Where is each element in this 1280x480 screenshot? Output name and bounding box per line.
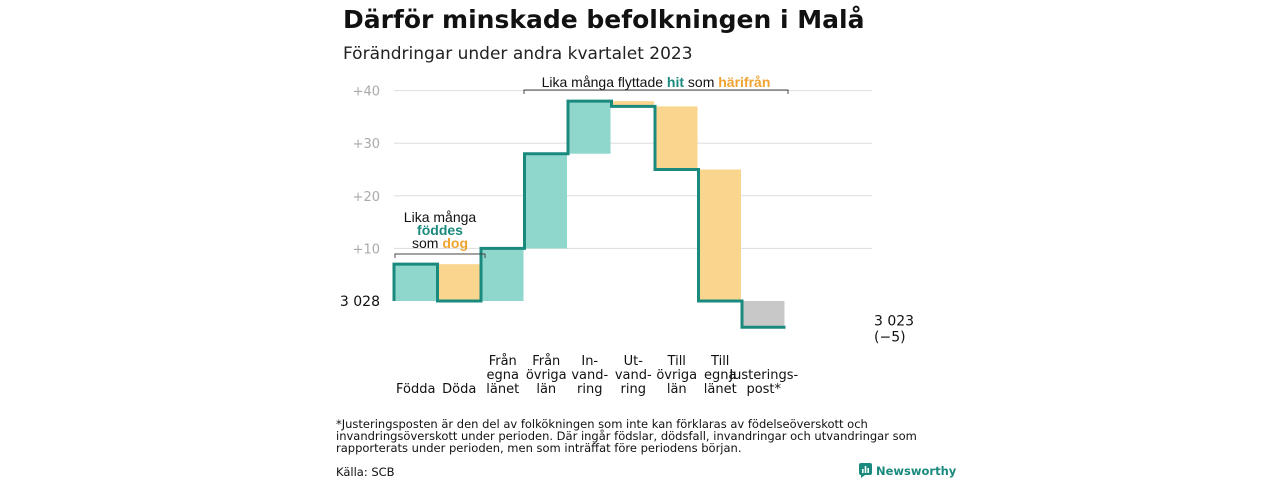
y-tick-label: +30 xyxy=(353,137,380,152)
bar-döda xyxy=(438,264,480,301)
y-tick-label: +40 xyxy=(353,85,380,100)
step-line xyxy=(392,99,786,329)
footnote: *Justeringsposten är den del av folkökni… xyxy=(336,417,917,455)
bar-till-egna-länet xyxy=(699,169,741,301)
logo-text: Newsworthy xyxy=(876,463,957,478)
bar-födda xyxy=(395,264,437,301)
migration-annotation: Lika många flyttade hit som härifrån xyxy=(542,74,771,90)
y-tick-label: +10 xyxy=(353,242,380,257)
category-label: Från övriga län xyxy=(525,354,567,397)
source-label: Källa: SCB xyxy=(336,465,395,479)
category-label: Ut- vand- ring xyxy=(614,354,652,397)
chart-subtitle: Förändringar under andra kvartalet 2023 xyxy=(343,44,693,64)
category-label: Justerings- post* xyxy=(729,368,799,397)
category-label: Födda xyxy=(396,382,436,397)
births-annotation-line1: Lika många xyxy=(404,209,477,225)
category-label: Till egna länet xyxy=(703,354,737,397)
bar-ut-vandring xyxy=(612,101,654,107)
y-tick-label: +20 xyxy=(353,190,380,205)
category-label: Döda xyxy=(442,382,477,397)
bar-från-egna-länet xyxy=(482,248,524,301)
bar-till-övriga-län xyxy=(656,106,698,170)
end-change-label: (−5) xyxy=(874,329,906,345)
baseline-label: 3 028 xyxy=(340,294,380,310)
newsworthy-logo: Newsworthy xyxy=(859,463,956,478)
category-label: Från egna länet xyxy=(486,354,520,397)
bar-justeringspost- xyxy=(743,301,785,328)
bar-från-övriga-län xyxy=(525,153,567,249)
chart-title: Därför minskade befolkningen i Malå xyxy=(343,5,865,34)
bar-in-vandring xyxy=(569,101,611,154)
migration-bracket xyxy=(523,89,789,94)
waterfall-chart: +10 +20 +30 +40 3 028 3 023(−5) Lika mångafödd… xyxy=(340,74,914,345)
end-value-label: 3 023 xyxy=(874,313,914,329)
category-label: In- vand- ring xyxy=(571,354,609,397)
births-annotation-line3: som dog xyxy=(412,235,468,251)
births-bracket xyxy=(394,253,486,258)
bar-chart-logo-icon xyxy=(859,463,872,478)
category-label: Till övriga län xyxy=(656,354,698,397)
births-annotation-highlight1: föddes xyxy=(417,222,463,238)
